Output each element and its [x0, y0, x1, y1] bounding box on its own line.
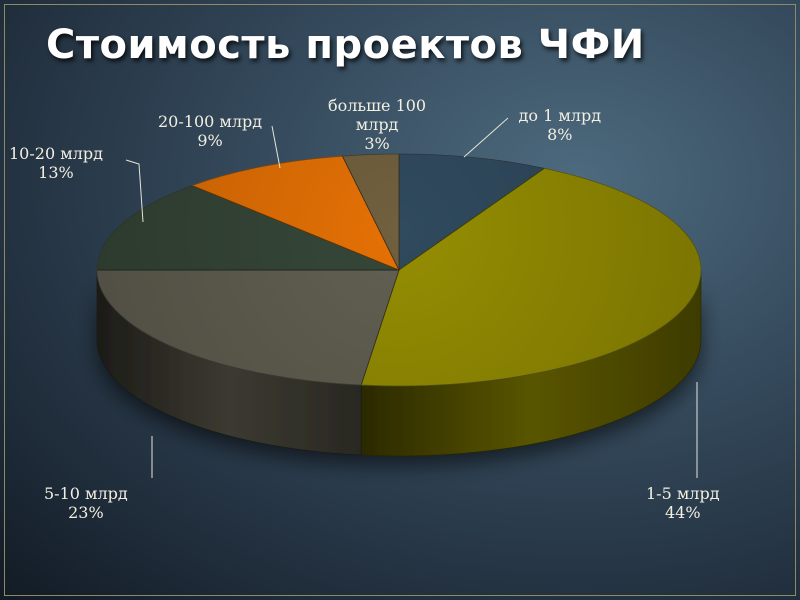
leader-line-до-1-млрд	[463, 117, 509, 158]
data-label-value: 8%	[547, 125, 573, 144]
pie-slice-5-10-млрд	[96, 269, 400, 386]
page-title: Стоимость проектов ЧФИ	[46, 22, 645, 68]
data-label-больше-100-млрд: больше 100 млрд 3%	[328, 96, 426, 153]
pie-rim	[96, 153, 702, 387]
data-label-до-1-млрд: до 1 млрд 8%	[519, 106, 602, 144]
data-label-value: 23%	[68, 503, 104, 522]
data-label-category: 10-20 млрд	[9, 144, 103, 163]
data-label-category: 20-100 млрд	[158, 112, 263, 131]
data-label-value: 3%	[364, 134, 390, 153]
data-label-value: 44%	[665, 503, 701, 522]
pie-slice-больше-100-млрд	[341, 153, 400, 271]
data-label-20-100-млрд: 20-100 млрд 9%	[158, 112, 262, 150]
pie-slice-10-20-млрд	[96, 185, 400, 271]
pie-slice-до-1-млрд	[398, 153, 546, 271]
data-label-category: 5-10 млрд	[44, 484, 128, 503]
data-label-category: 1-5 млрд	[646, 484, 720, 503]
data-label-1-5-млрд: 1-5 млрд 44%	[646, 484, 720, 522]
data-label-10-20-млрд: 10-20 млрд 13%	[9, 144, 103, 182]
data-label-category: млрд	[355, 115, 399, 134]
data-label-value: 9%	[197, 131, 223, 150]
data-label-category: больше 100	[328, 96, 427, 115]
pie-slice-20-100-млрд	[191, 155, 400, 271]
leader-line-10-20-млрд	[125, 159, 144, 223]
data-label-value: 13%	[38, 163, 74, 182]
pie-slice-1-5-млрд	[360, 167, 702, 387]
leader-line-20-100-млрд	[271, 125, 281, 169]
data-label-category: до 1 млрд	[518, 106, 602, 125]
data-label-5-10-млрд: 5-10 млрд 23%	[44, 484, 128, 522]
